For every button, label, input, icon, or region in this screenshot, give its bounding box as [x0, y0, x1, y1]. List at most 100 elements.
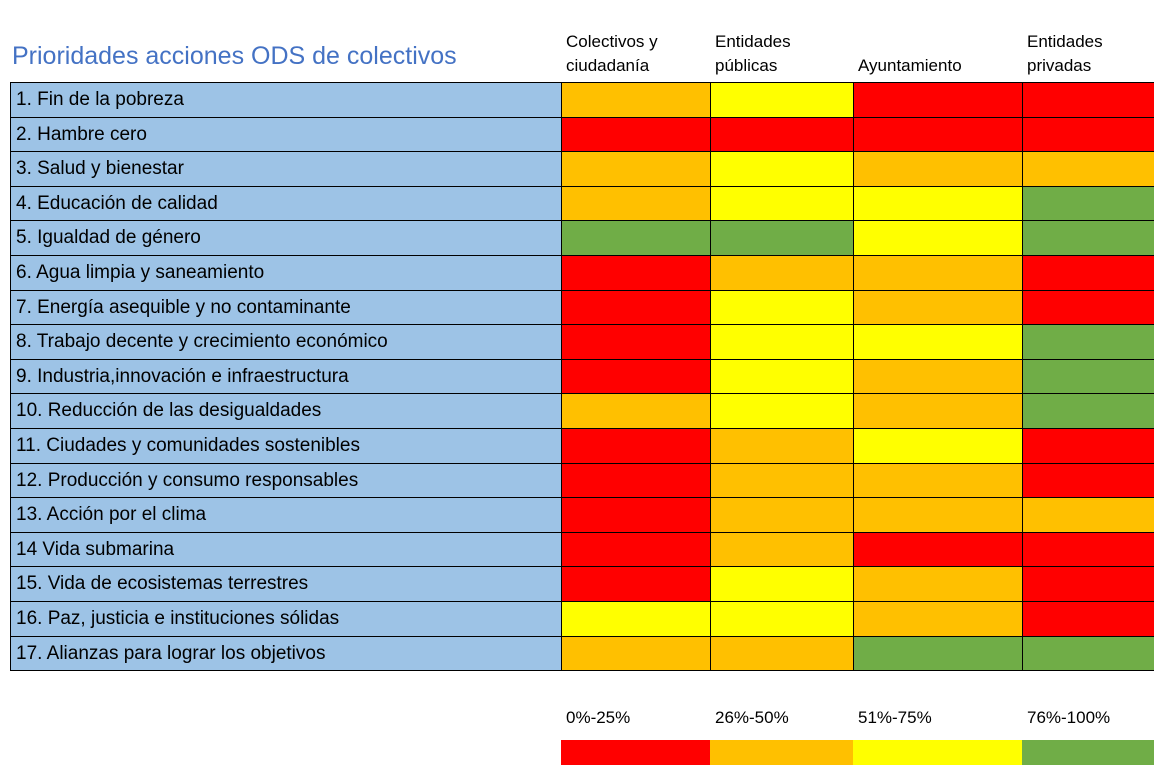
heat-cell	[561, 635, 711, 672]
heat-cell	[561, 497, 711, 533]
row-label: 6. Agua limpia y saneamiento	[10, 255, 562, 291]
heat-cell	[853, 358, 1023, 395]
heat-cell	[710, 428, 854, 464]
row-label: 14 Vida submarina	[10, 531, 562, 568]
row-label: 9. Industria,innovación e infraestructur…	[10, 358, 562, 395]
column-header: Entidades	[1027, 32, 1103, 51]
heat-cell	[561, 462, 711, 499]
heat-cell	[1022, 151, 1154, 187]
heat-cell	[853, 116, 1023, 153]
heat-cell	[710, 635, 854, 672]
heat-cell	[710, 358, 854, 395]
heat-cell	[710, 566, 854, 602]
heat-cell	[561, 358, 711, 395]
row-label: 2. Hambre cero	[10, 116, 562, 153]
row-label: 8. Trabajo decente y crecimiento económi…	[10, 324, 562, 360]
heat-cell	[561, 531, 711, 568]
heat-cell	[561, 82, 711, 118]
heat-cell	[853, 220, 1023, 256]
heat-cell	[853, 531, 1023, 568]
heat-cell	[561, 428, 711, 464]
heat-cell	[710, 151, 854, 187]
legend-label: 76%-100%	[1027, 708, 1111, 727]
heat-cell	[853, 462, 1023, 499]
heat-cell	[710, 497, 854, 533]
heat-cell	[561, 393, 711, 429]
heat-cell	[561, 566, 711, 602]
heat-cell	[1022, 82, 1154, 118]
column-header: ciudadanía	[566, 56, 650, 75]
column-header: Ayuntamiento	[858, 56, 962, 75]
row-label: 1. Fin de la pobreza	[10, 82, 562, 118]
legend-swatch	[561, 740, 710, 765]
row-label: 16. Paz, justicia e instituciones sólida…	[10, 601, 562, 637]
heat-cell	[853, 185, 1023, 222]
heat-cell	[1022, 185, 1154, 222]
legend-label: 26%-50%	[715, 708, 789, 727]
heat-cell	[1022, 428, 1154, 464]
heat-cell	[853, 566, 1023, 602]
heat-cell	[710, 324, 854, 360]
heat-cell	[853, 289, 1023, 326]
heat-cell	[710, 255, 854, 291]
row-label: 11. Ciudades y comunidades sostenibles	[10, 428, 562, 464]
heat-cell	[853, 151, 1023, 187]
heat-cell	[1022, 116, 1154, 153]
heat-cell	[561, 151, 711, 187]
row-label: 4. Educación de calidad	[10, 185, 562, 222]
heat-cell	[561, 220, 711, 256]
heat-cell	[710, 82, 854, 118]
heat-cell	[1022, 531, 1154, 568]
heat-cell	[1022, 601, 1154, 637]
row-label: 17. Alianzas para lograr los objetivos	[10, 635, 562, 672]
heat-cell	[853, 601, 1023, 637]
heat-cell	[1022, 358, 1154, 395]
column-header: Entidades	[715, 32, 791, 51]
heat-cell	[561, 255, 711, 291]
heat-cell	[710, 185, 854, 222]
heat-cell	[1022, 220, 1154, 256]
row-label: 5. Igualdad de género	[10, 220, 562, 256]
legend-swatch	[853, 740, 1022, 765]
heat-cell	[710, 289, 854, 326]
heat-cell	[853, 497, 1023, 533]
title: Prioridades acciones ODS de colectivos	[12, 42, 457, 70]
column-header: Colectivos y	[566, 32, 658, 51]
row-label: 12. Producción y consumo responsables	[10, 462, 562, 499]
row-label: 15. Vida de ecosistemas terrestres	[10, 566, 562, 602]
heat-cell	[561, 324, 711, 360]
heat-cell	[853, 82, 1023, 118]
heat-cell	[1022, 289, 1154, 326]
row-label: 10. Reducción de las desigualdades	[10, 393, 562, 429]
legend-swatch	[710, 740, 853, 765]
heat-cell	[561, 116, 711, 153]
heat-cell	[853, 635, 1023, 672]
heat-cell	[710, 393, 854, 429]
heat-cell	[1022, 497, 1154, 533]
heat-cell	[853, 428, 1023, 464]
row-label: 13. Acción por el clima	[10, 497, 562, 533]
heat-cell	[1022, 255, 1154, 291]
heat-cell	[561, 601, 711, 637]
heat-cell	[853, 393, 1023, 429]
heat-cell	[710, 220, 854, 256]
heat-cell	[710, 462, 854, 499]
heat-cell	[1022, 324, 1154, 360]
heat-cell	[1022, 393, 1154, 429]
heat-cell	[1022, 462, 1154, 499]
row-label: 7. Energía asequible y no contaminante	[10, 289, 562, 326]
heat-cell	[710, 531, 854, 568]
legend-label: 0%-25%	[566, 708, 631, 727]
heat-cell	[710, 601, 854, 637]
heat-cell	[853, 255, 1023, 291]
heat-cell	[853, 324, 1023, 360]
column-header: públicas	[715, 56, 778, 75]
column-header: privadas	[1027, 56, 1092, 75]
heat-cell	[561, 185, 711, 222]
row-label: 3. Salud y bienestar	[10, 151, 562, 187]
heat-cell	[561, 289, 711, 326]
heat-cell	[1022, 635, 1154, 672]
legend-swatch	[1022, 740, 1154, 765]
heat-cell	[1022, 566, 1154, 602]
